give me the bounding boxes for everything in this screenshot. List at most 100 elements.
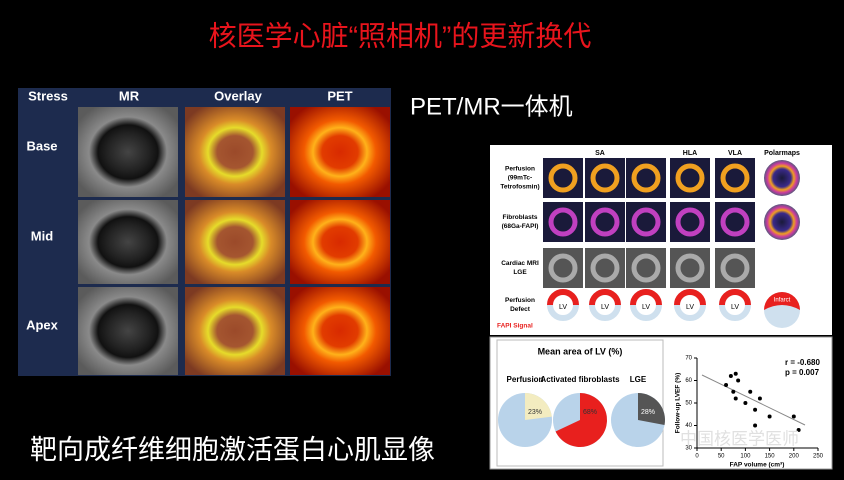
figure-row-label: Defect (510, 306, 531, 313)
figure-ring (590, 163, 620, 193)
pie-name: Activated fibroblasts (540, 375, 620, 384)
figure-row-label: (99mTc- (508, 175, 532, 182)
scan-image (185, 287, 285, 375)
figure-column: HLA (683, 150, 697, 157)
figure-ring (720, 163, 750, 193)
row-label: Base (26, 138, 57, 153)
panel-header: MR (119, 88, 140, 103)
figure-ring (590, 207, 620, 237)
figure-ring (548, 207, 578, 237)
figure-row-label: LGE (513, 269, 527, 276)
pie-slice (638, 393, 665, 426)
r-value: r = -0.680 (785, 358, 820, 367)
panel-header: PET (327, 88, 352, 103)
figure-column: VLA (728, 150, 742, 157)
lv-label: LV (642, 304, 650, 311)
pie-box (496, 339, 664, 467)
pie-label: 28% (641, 409, 655, 416)
figure-ring (675, 163, 705, 193)
figure-ring (631, 207, 661, 237)
caption: 靶向成纤维细胞激活蛋白心肌显像 (30, 435, 435, 465)
x-tick-label: 0 (695, 454, 699, 460)
panel-header: Stress (28, 88, 68, 103)
x-tick-label: 100 (740, 454, 751, 460)
defect-signal (719, 289, 751, 306)
x-tick-label: 200 (789, 454, 800, 460)
p-value: p = 0.007 (785, 368, 820, 377)
polarmap (764, 160, 800, 196)
figure-ring (548, 163, 578, 193)
scan-image (290, 107, 390, 197)
figure-ring (720, 207, 750, 237)
pie-slice (555, 393, 608, 447)
scatter-point (753, 423, 758, 428)
figure-row-label: Perfusion (505, 297, 535, 304)
defect-signal (589, 289, 621, 306)
scan-image (185, 107, 285, 197)
figure-ring (675, 207, 705, 237)
scan-image (185, 200, 285, 284)
x-tick-label: 250 (813, 454, 824, 460)
scatter-point (796, 428, 801, 432)
lv-label: LV (731, 304, 739, 311)
figure-ring (631, 163, 661, 193)
lv-label: LV (559, 304, 567, 311)
scatter-point (767, 414, 772, 419)
row-label: Mid (31, 228, 53, 243)
watermark: 中国核医学医师 (680, 429, 799, 448)
x-tick-label: 50 (718, 454, 725, 460)
trend-line (701, 374, 806, 426)
pie-label: 68% (583, 409, 597, 416)
figure-column: Polarmaps (764, 150, 800, 157)
figure-row-label: Perfusion (505, 166, 535, 173)
y-tick-label: 70 (685, 356, 692, 362)
scatter-point (736, 378, 741, 383)
figure-row-label: Fibroblasts (502, 214, 537, 221)
y-tick-label: 50 (685, 401, 692, 407)
scan-image (78, 200, 178, 284)
pie-name: LGE (630, 375, 647, 384)
scan-image (78, 107, 178, 197)
infarct-label: Infarct (774, 298, 791, 304)
x-tick-label: 150 (765, 454, 776, 460)
figure-ring (590, 253, 620, 283)
figure-row-label: Tetrofosmin) (500, 184, 539, 191)
y-axis-label: Follow-up LVEF (%) (675, 373, 682, 434)
fapi-label: FAPI Signal (497, 323, 533, 330)
scan-image (290, 287, 390, 375)
scan-image (78, 287, 178, 375)
scatter-point (728, 374, 733, 378)
scan-image (290, 200, 390, 284)
subtitle: PET/MR一体机 (410, 93, 573, 120)
panel-header: Overlay (214, 88, 262, 103)
figure-row-label: Cardiac MRI (501, 260, 539, 267)
scatter-point (753, 407, 758, 412)
pie-slice (525, 393, 552, 420)
right-figure-stats (489, 336, 833, 470)
y-tick-label: 30 (685, 446, 692, 452)
infarct-area (764, 292, 800, 310)
scatter-point (757, 396, 762, 401)
figure-ring (675, 253, 705, 283)
figure-ring (720, 253, 750, 283)
scatter-point (731, 389, 736, 394)
scatter-point (733, 396, 738, 401)
figure-ring (548, 253, 578, 283)
scatter-point (791, 414, 796, 419)
row-label: Apex (26, 317, 59, 332)
scatter-point (733, 371, 738, 376)
defect-signal (674, 289, 706, 306)
lv-label: LV (601, 304, 609, 311)
figure-column: SA (595, 150, 605, 157)
pie-title: Mean area of LV (%) (538, 346, 623, 356)
defect-signal (547, 289, 579, 306)
slide-title: 核医学心脏“照相机”的更新换代 (209, 20, 592, 51)
x-axis-label: FAP volume (cm³) (730, 462, 785, 469)
figure-ring (631, 253, 661, 283)
scatter-point (748, 389, 753, 394)
pie-name: Perfusion (507, 375, 544, 384)
lv-label: LV (686, 304, 694, 311)
y-tick-label: 40 (685, 423, 692, 429)
scatter-point (724, 383, 729, 387)
